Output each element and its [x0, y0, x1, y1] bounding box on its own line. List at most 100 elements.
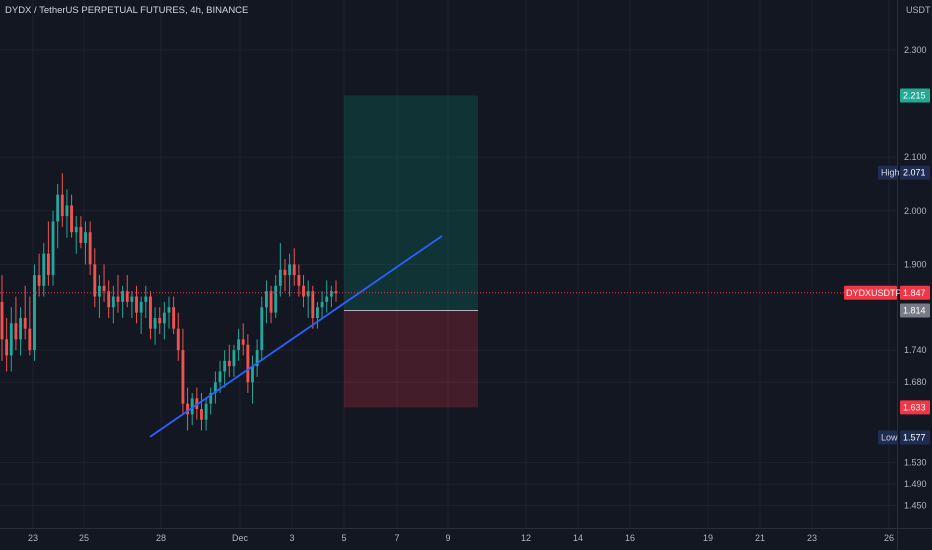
- time-tick-label: 28: [156, 533, 166, 543]
- candle-body: [107, 291, 111, 308]
- candle-body: [23, 317, 27, 329]
- price-tick-label: 2.100: [904, 152, 927, 162]
- candle-body: [93, 264, 97, 297]
- price-tick-label: 2.300: [904, 45, 927, 55]
- time-tick-label: 9: [445, 533, 450, 543]
- time-tick-label: 26: [884, 533, 894, 543]
- candle-body: [102, 285, 106, 292]
- price-tag-text: 1.633: [903, 402, 926, 412]
- candle-body: [51, 221, 55, 276]
- price-tick-label: 1.530: [904, 458, 927, 468]
- candle-body: [190, 398, 194, 415]
- candle-body: [237, 339, 241, 351]
- candle-body: [84, 232, 87, 243]
- candle-body: [74, 226, 78, 233]
- candle-body: [14, 323, 18, 340]
- candle-body: [200, 409, 203, 420]
- chart-title: DYDX / TetherUS PERPETUAL FUTURES, 4h, B…: [5, 5, 248, 16]
- symbol-tag: [844, 285, 897, 300]
- price-tag-text: 1.814: [903, 305, 926, 315]
- chart-grid: [0, 0, 897, 528]
- candle-body: [325, 296, 329, 302]
- candle-body: [227, 360, 231, 367]
- candle-body: [297, 275, 301, 286]
- price-tag-text: 2.215: [903, 91, 926, 101]
- time-tick-label: 25: [79, 533, 89, 543]
- long-position-tool[interactable]: [344, 95, 478, 408]
- price-tick-label: 1.680: [904, 377, 927, 387]
- candle-body: [65, 205, 69, 217]
- symbol-tag-text: DYDXUSDTPERP: [846, 288, 920, 298]
- candle-body: [264, 291, 268, 308]
- time-tick-label: 12: [521, 533, 531, 543]
- candle-body: [56, 194, 60, 222]
- time-tick-label: 14: [573, 533, 583, 543]
- candle-body: [37, 275, 41, 286]
- price-tick-label: 1.490: [904, 479, 927, 489]
- price-tick-label: 1.740: [904, 345, 927, 355]
- candle-body: [241, 339, 245, 345]
- candle-body: [232, 350, 236, 367]
- candle-body: [116, 296, 120, 302]
- price-tag-text: 2.071: [903, 168, 926, 178]
- price-axis[interactable]: 2.300 2.100 2.000 1.900 1.740 1.680 1.530 1.490…: [904, 45, 927, 511]
- candle-body: [329, 291, 333, 297]
- candle-body: [292, 264, 296, 276]
- candle-body: [153, 317, 157, 329]
- candle-body: [0, 301, 4, 340]
- candle-body: [204, 403, 208, 420]
- price-tag-text: 1.577: [903, 432, 926, 442]
- candle-body: [209, 392, 213, 404]
- time-tick-label: 21: [755, 533, 765, 543]
- candle-body: [9, 323, 13, 356]
- candle-body: [121, 291, 125, 302]
- stat-tag-text: Low: [881, 432, 898, 442]
- candle-body: [251, 366, 254, 383]
- candle-body: [246, 344, 250, 383]
- candle-body: [269, 291, 273, 313]
- time-axis[interactable]: 23 25 28 Dec 3 5 7 9 12 14 16 19 21 23 26: [28, 533, 894, 543]
- candle-body: [33, 275, 36, 351]
- candle-body: [172, 307, 176, 329]
- currency-unit: USDT: [906, 5, 931, 15]
- trend-line: [149, 235, 443, 438]
- candle-body: [302, 285, 305, 297]
- candle-body: [70, 205, 74, 233]
- candle-body: [42, 253, 46, 286]
- price-tag: [900, 303, 930, 318]
- time-tick-label: 7: [394, 533, 399, 543]
- time-tick-label: 19: [703, 533, 713, 543]
- candle-body: [223, 360, 227, 372]
- candle-body: [181, 350, 185, 404]
- price-tick-label: 1.450: [904, 501, 927, 511]
- candle-body: [125, 291, 129, 302]
- candle-body: [97, 285, 101, 297]
- stat-tag: [878, 165, 897, 180]
- candle-body: [260, 307, 264, 351]
- candle-body: [111, 296, 115, 308]
- candle-body: [218, 371, 222, 383]
- candle-body: [283, 269, 287, 276]
- stat-tag: [878, 430, 897, 445]
- candle-body: [288, 264, 292, 276]
- candle-body: [186, 403, 189, 415]
- stat-tag-text: High: [881, 168, 900, 178]
- candle-body: [88, 232, 92, 265]
- price-tick-label: 2.000: [904, 206, 927, 216]
- time-tick-label: 3: [289, 533, 294, 543]
- candle-body: [306, 291, 310, 297]
- candle-body: [139, 301, 143, 313]
- candle-body: [176, 328, 180, 351]
- loss-zone: [344, 310, 478, 408]
- time-tick-label: Dec: [232, 533, 249, 543]
- price-tag: [900, 400, 930, 415]
- candle-body: [334, 291, 338, 294]
- candle-body: [60, 194, 64, 217]
- price-tick-label: 1.900: [904, 259, 927, 269]
- candle-body: [5, 339, 9, 356]
- candle-body: [162, 312, 166, 324]
